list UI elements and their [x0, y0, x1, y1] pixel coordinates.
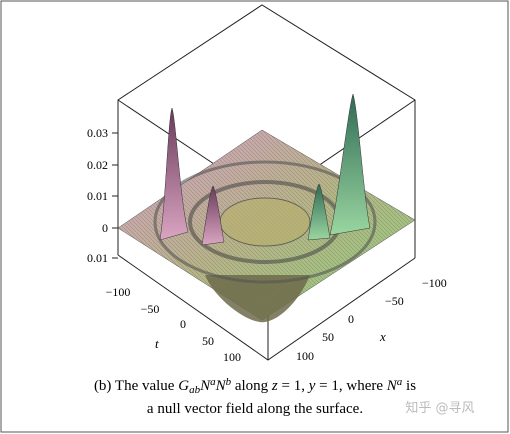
x-tick-label: 100 — [296, 349, 314, 363]
t-tick-label: 100 — [223, 350, 241, 364]
x-axis: −100 −50 0 50 100 x — [296, 276, 447, 363]
z-tick-label: 0.02 — [87, 158, 108, 172]
surface — [117, 93, 416, 323]
caption-part: G — [178, 378, 189, 394]
caption-part: is — [402, 378, 416, 394]
z-axis: 0.03 0.02 0.01 0 0.01 — [87, 126, 118, 265]
z-tick-label: 0.01 — [87, 251, 108, 265]
watermark: 知乎 @寻风 — [405, 400, 474, 416]
t-tick-label: −100 — [106, 285, 131, 299]
caption-line: a null vector field along the surface. — [147, 401, 363, 417]
t-tick-label: 50 — [202, 334, 214, 348]
z-tick-label: 0 — [102, 221, 108, 235]
t-axis-label: t — [155, 336, 159, 351]
caption-part: ab — [189, 384, 201, 396]
x-tick-label: 50 — [322, 330, 334, 344]
caption-part: N — [199, 378, 211, 394]
x-axis-label: x — [379, 329, 386, 344]
t-axis: −100 −50 0 50 100 t — [106, 285, 241, 364]
z-tick-label: 0.03 — [87, 126, 108, 140]
caption-part: = 1, — [278, 378, 309, 394]
caption-part: N — [215, 378, 227, 394]
caption-part: N — [386, 378, 398, 394]
caption-line: (b) The value GabNaNb along z = 1, y = 1… — [94, 376, 416, 396]
caption-part: = 1, where — [315, 378, 386, 394]
caption-part: b — [226, 376, 232, 388]
t-tick-label: −50 — [141, 302, 160, 316]
caption-part: (b) The value — [94, 378, 178, 394]
caption-part: along — [231, 378, 272, 394]
x-tick-label: 0 — [348, 312, 354, 326]
x-tick-label: −100 — [422, 276, 447, 290]
caption-part: y — [307, 378, 316, 394]
t-tick-label: 0 — [180, 317, 186, 331]
x-tick-label: −50 — [385, 294, 404, 308]
caption-part: z — [271, 378, 278, 394]
z-tick-label: 0.01 — [87, 189, 108, 203]
caption-part: a — [397, 376, 403, 388]
caption-part: a — [210, 376, 216, 388]
